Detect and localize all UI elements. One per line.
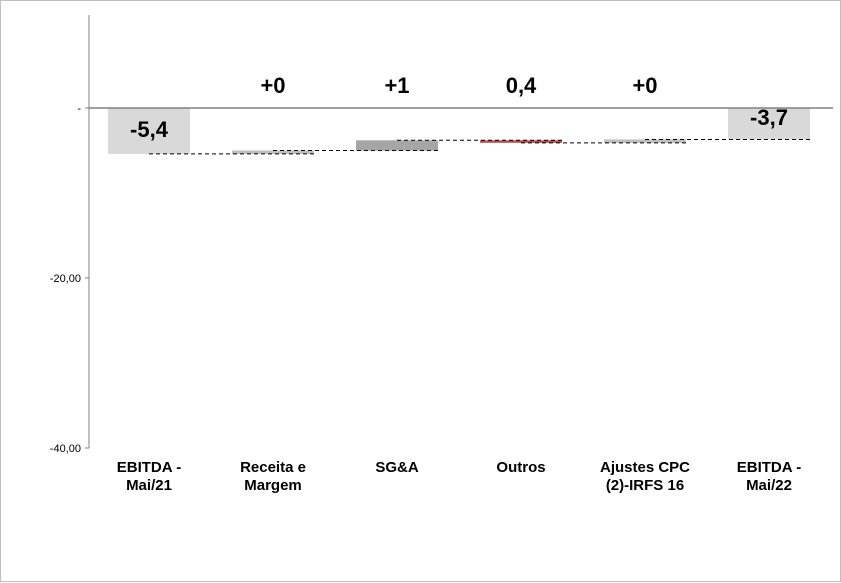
data-label: +0 bbox=[260, 73, 285, 98]
category-label: Outros bbox=[496, 459, 545, 476]
category-label: Receita e bbox=[240, 459, 306, 476]
y-tick-label: - bbox=[77, 103, 81, 115]
category-label: EBITDA - bbox=[737, 459, 801, 476]
y-tick-label: -20,00 bbox=[50, 273, 81, 285]
waterfall-bar bbox=[480, 140, 562, 143]
waterfall-bar bbox=[108, 108, 190, 154]
data-label: +1 bbox=[384, 73, 409, 98]
category-label: EBITDA - bbox=[117, 459, 181, 476]
category-label: Mai/21 bbox=[126, 477, 172, 494]
category-label: Margem bbox=[244, 477, 302, 494]
data-label: -3,7 bbox=[750, 105, 788, 130]
data-label: -5,4 bbox=[130, 117, 169, 142]
waterfall-bar bbox=[232, 150, 314, 154]
data-label: +0 bbox=[632, 73, 657, 98]
waterfall-bar bbox=[728, 108, 810, 140]
y-tick-label: -40,00 bbox=[50, 443, 81, 455]
data-label: 0,4 bbox=[506, 73, 537, 98]
waterfall-bar bbox=[356, 140, 438, 151]
category-label: Mai/22 bbox=[746, 477, 792, 494]
category-label: Ajustes CPC bbox=[600, 459, 690, 476]
category-label: (2)-IRFS 16 bbox=[606, 477, 684, 494]
waterfall-bar bbox=[604, 139, 686, 143]
category-label: SG&A bbox=[375, 459, 419, 476]
